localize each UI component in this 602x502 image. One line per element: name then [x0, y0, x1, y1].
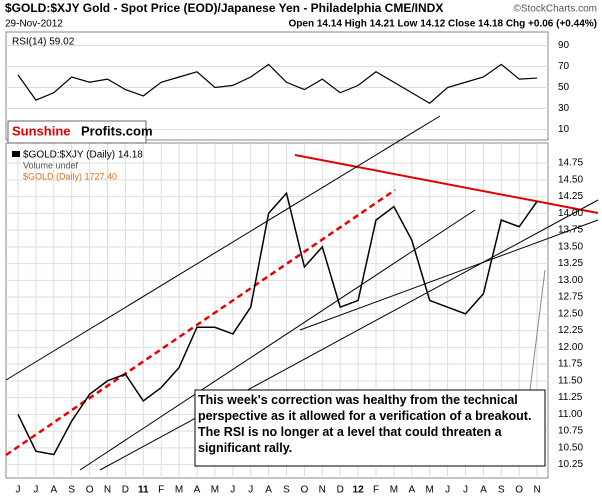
y-tick-label: 11.50 — [558, 375, 583, 386]
y-tick-label: 11.00 — [558, 409, 583, 420]
x-tick-label: J — [463, 485, 468, 496]
x-tick-label: M — [426, 485, 434, 496]
x-tick-label: A — [194, 485, 201, 496]
logo-black: Profits.com — [81, 123, 153, 138]
trendline — [5, 115, 441, 381]
pointer — [529, 269, 546, 391]
x-tick-label: O — [86, 485, 94, 496]
x-tick-label: F — [158, 485, 164, 496]
legend-label: $GOLD:$XJY (Daily) 14.18 — [23, 150, 143, 161]
x-tick-label: O — [515, 485, 523, 496]
legend-note: Volume undef — [23, 160, 79, 170]
y-tick-label: 13.25 — [558, 258, 583, 269]
y-tick-label: 70 — [558, 61, 570, 72]
y-tick-label: 14.75 — [558, 158, 583, 169]
y-tick-label: 14.00 — [558, 208, 583, 219]
date: 29-Nov-2012 — [5, 19, 63, 30]
trendline — [299, 219, 599, 331]
x-tick-label: D — [337, 485, 344, 496]
y-tick-label: 11.25 — [558, 392, 583, 403]
x-tick-label: O — [301, 485, 309, 496]
x-tick-label: J — [16, 485, 21, 496]
x-tick-label: N — [319, 485, 326, 496]
y-tick-label: 11.75 — [558, 359, 583, 370]
y-tick-label: 10 — [558, 124, 570, 135]
rsi-title: RSI(14) 59.02 — [12, 37, 75, 48]
trendline — [294, 154, 599, 214]
quote: Open 14.14 High 14.21 Low 14.12 Close 14… — [289, 19, 597, 30]
x-tick-label: 12 — [353, 485, 365, 496]
price-line — [17, 191, 538, 456]
x-tick-label: N — [104, 485, 111, 496]
x-tick-label: J — [33, 485, 38, 496]
annotation: This week's correction was healthy from … — [198, 393, 532, 455]
x-tick-label: M — [390, 485, 398, 496]
y-tick-label: 10.25 — [558, 459, 583, 470]
y-tick-label: 14.25 — [558, 191, 583, 202]
x-tick-label: D — [122, 485, 129, 496]
x-tick-label: J — [445, 485, 450, 496]
x-tick-label: S — [68, 485, 75, 496]
legend-note: $GOLD (Daily) 1727.40 — [23, 171, 117, 181]
y-tick-label: 10.50 — [558, 442, 583, 453]
y-tick-label: 90 — [558, 40, 570, 51]
y-tick-label: 13.50 — [558, 241, 583, 252]
y-tick-label: 13.00 — [558, 275, 583, 286]
trendline — [99, 199, 599, 471]
trendline — [79, 209, 476, 471]
x-tick-label: A — [480, 485, 487, 496]
x-tick-label: A — [408, 485, 415, 496]
y-tick-label: 30 — [558, 103, 570, 114]
x-tick-label: M — [175, 485, 183, 496]
y-tick-label: 12.50 — [558, 308, 583, 319]
x-tick-label: M — [211, 485, 219, 496]
logo-box — [7, 120, 147, 144]
x-tick-label: A — [50, 485, 57, 496]
y-tick-label: 12.25 — [558, 325, 583, 336]
trendline — [5, 188, 396, 457]
annotation-wrap: This week's correction was healthy from … — [198, 393, 532, 455]
annotation-box — [194, 389, 546, 467]
legend-swatch — [12, 151, 20, 157]
x-tick-label: N — [533, 485, 540, 496]
y-tick-label: 14.50 — [558, 174, 583, 185]
rsi-line — [17, 63, 538, 104]
x-tick-label: S — [283, 485, 290, 496]
x-tick-label: 11 — [138, 485, 149, 496]
y-tick-label: 12.75 — [558, 292, 583, 303]
x-tick-label: J — [248, 485, 253, 496]
x-tick-label: J — [230, 485, 235, 496]
credit: ©StockCharts.com — [513, 4, 597, 15]
y-tick-label: 12.00 — [558, 342, 583, 353]
x-tick-label: F — [373, 485, 379, 496]
y-tick-label: 50 — [558, 82, 570, 93]
y-tick-label: 10.75 — [558, 426, 583, 437]
trendlines — [5, 115, 599, 471]
logo-red: Sunshine — [12, 123, 71, 138]
x-tick-label: S — [498, 485, 505, 496]
x-tick-label: A — [265, 485, 272, 496]
y-tick-label: 13.75 — [558, 225, 583, 236]
title: $GOLD:$XJY Gold - Spot Price (EOD)/Japan… — [5, 1, 443, 15]
